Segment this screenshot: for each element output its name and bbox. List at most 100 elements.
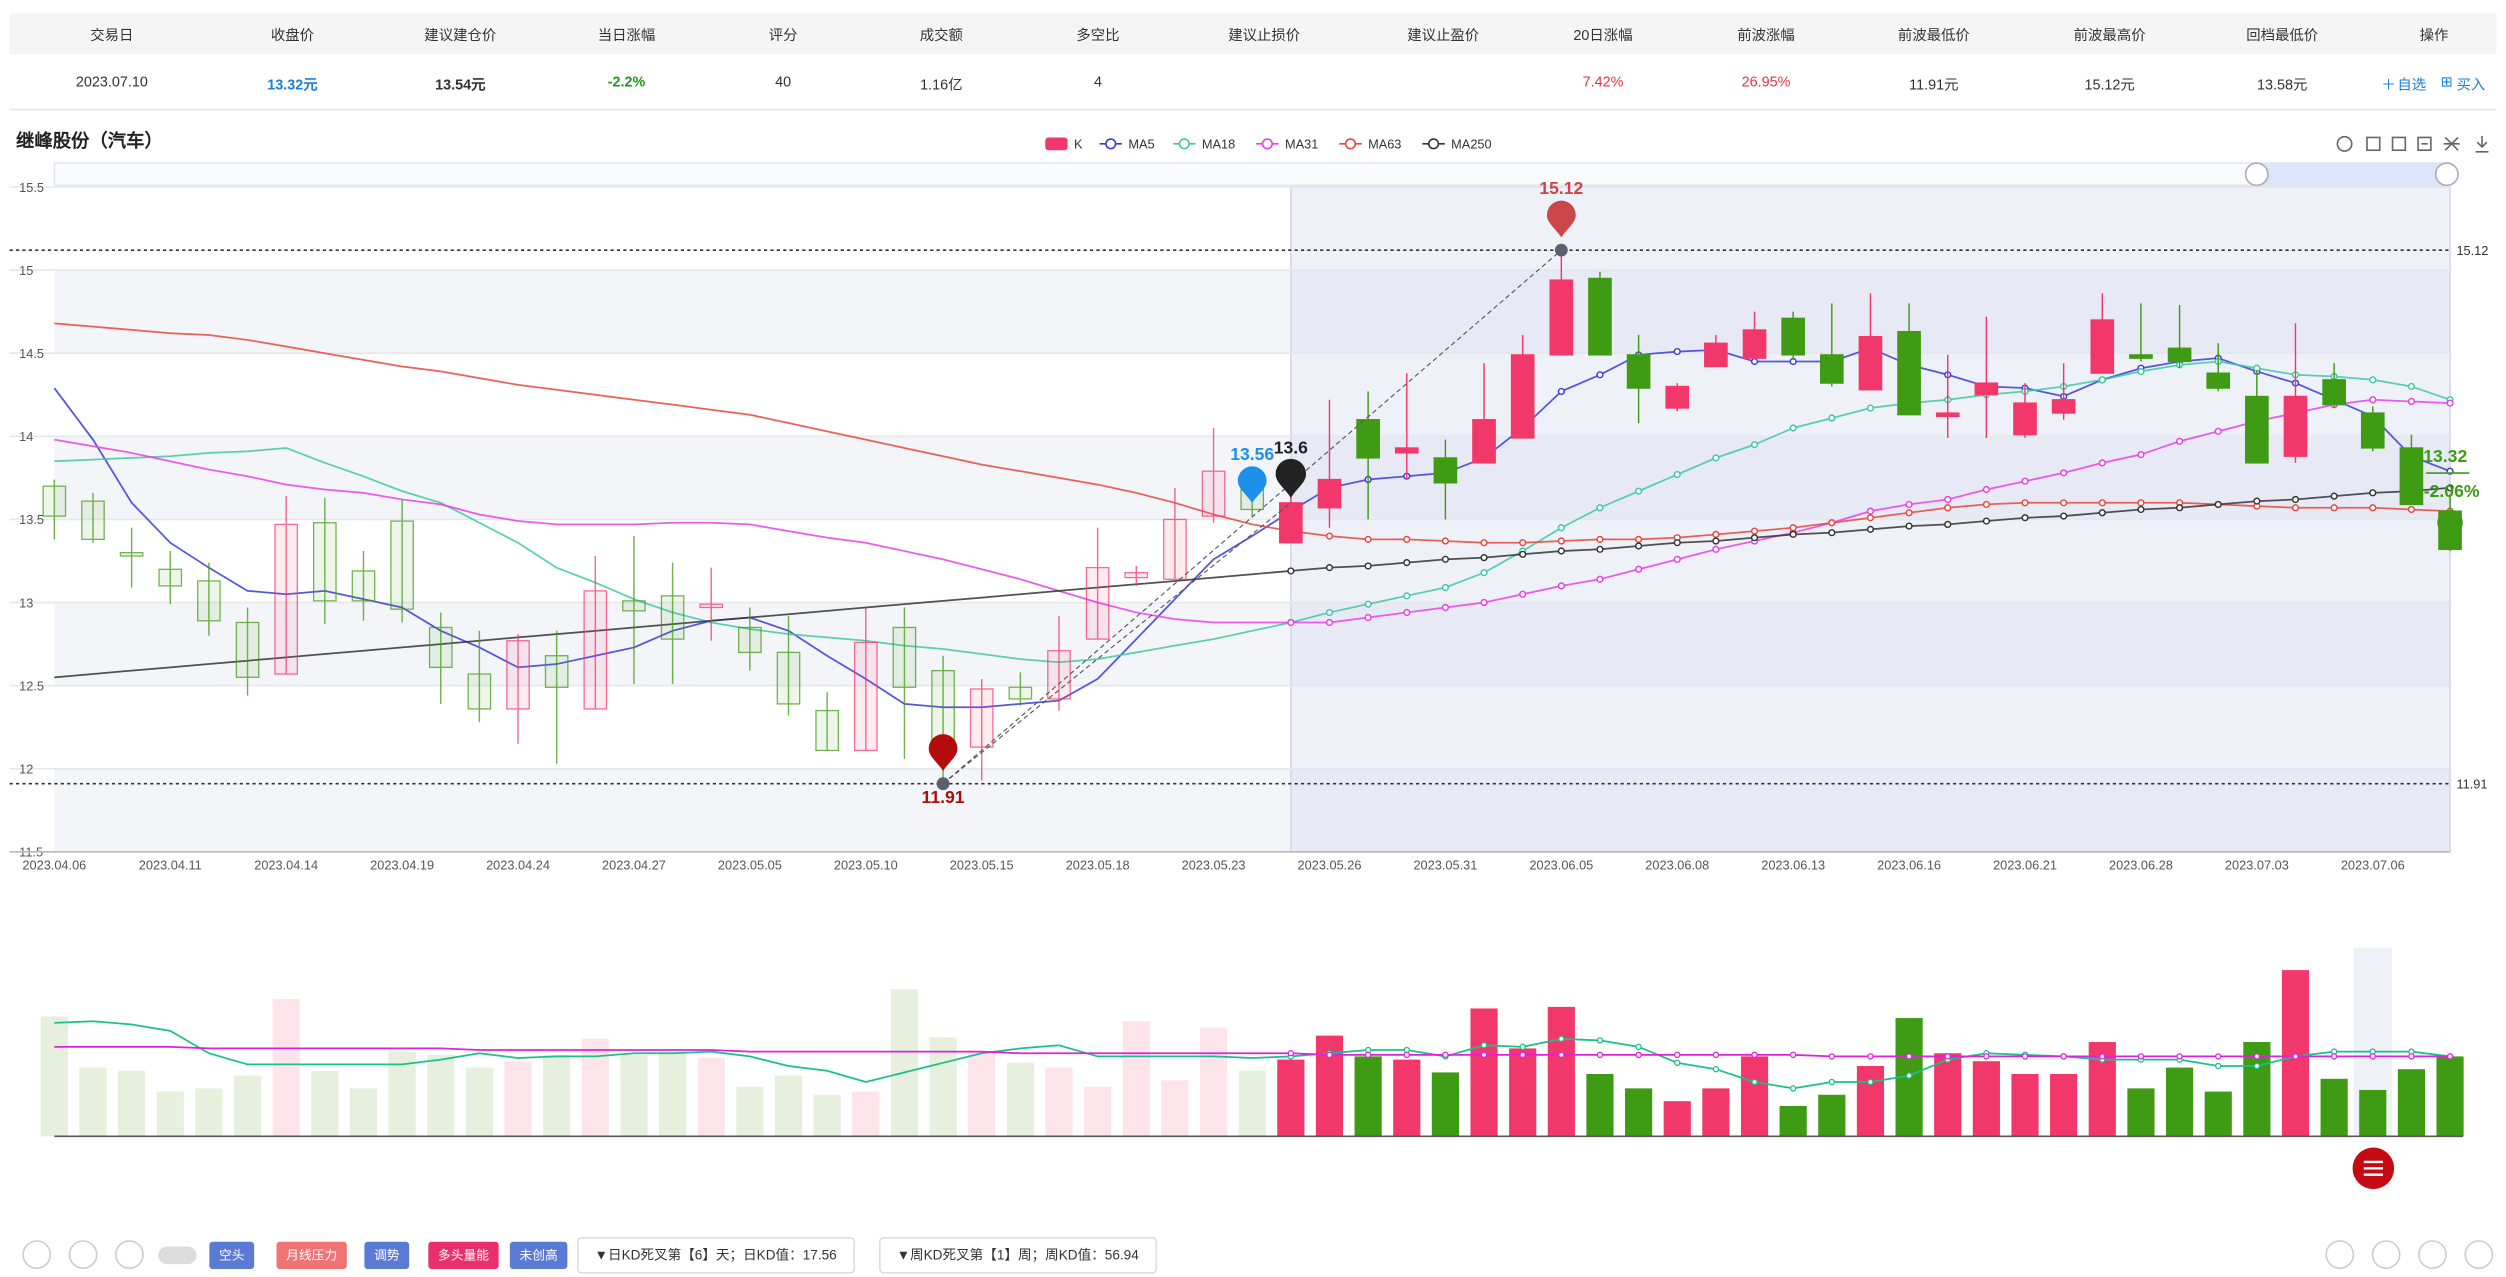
legend-label[interactable]: MA250 xyxy=(1451,137,1491,152)
candle-body xyxy=(1897,330,1921,416)
signal-tag[interactable]: 月线压力 xyxy=(276,1241,347,1269)
volume-bar xyxy=(388,1051,416,1137)
volume-bar xyxy=(929,1037,957,1137)
ma-point xyxy=(1789,530,1797,538)
zoom-icon[interactable] xyxy=(2366,136,2381,152)
ma-point xyxy=(1364,562,1372,570)
ma-point xyxy=(1403,559,1411,567)
volume-bar xyxy=(543,1054,571,1137)
volume-ma-point xyxy=(1751,1051,1758,1059)
next-button[interactable] xyxy=(115,1240,144,1269)
action-button[interactable]: 买入 ⊞ xyxy=(2440,73,2486,93)
x-tick-label: 2023.04.11 xyxy=(139,857,202,872)
table-cell: 13.58元 xyxy=(2257,76,2308,93)
table-header: 建议止盈价 xyxy=(1407,27,1480,44)
table-cell: 15.12元 xyxy=(2084,76,2135,93)
action-button[interactable]: 自选＋ xyxy=(2381,74,2426,95)
ma-point xyxy=(2330,504,2338,512)
ma-point xyxy=(1789,524,1797,532)
legend-label[interactable]: MA31 xyxy=(1285,137,1318,152)
ma-point xyxy=(1673,539,1681,547)
candle xyxy=(1163,487,1187,580)
legend-label[interactable]: MA63 xyxy=(1368,137,1401,152)
candle-body xyxy=(2206,372,2231,389)
volume-bar xyxy=(1972,1061,2000,1137)
volume-ma-point xyxy=(2292,1053,2299,1060)
volume-ma-line xyxy=(54,1045,2451,1058)
table-cell: 7.42% xyxy=(1582,73,1624,90)
volume-bar xyxy=(581,1038,609,1137)
download-button[interactable] xyxy=(2325,1240,2355,1269)
marker-label: 13.56 xyxy=(1230,444,1274,464)
up-button[interactable] xyxy=(2418,1240,2447,1269)
volume-ma-point xyxy=(1905,1072,1913,1079)
zoom-handle[interactable] xyxy=(2244,162,2269,187)
toolbox xyxy=(2336,135,2489,153)
candle xyxy=(2013,383,2037,438)
ma-point xyxy=(2369,376,2377,384)
signal-tag[interactable]: 未创高 xyxy=(509,1241,568,1269)
zoom-reset-icon[interactable] xyxy=(2391,136,2407,152)
volume-bar xyxy=(1354,1056,1382,1137)
candle-body xyxy=(1781,317,1805,356)
candle-body xyxy=(2283,395,2308,457)
ma-point xyxy=(2060,499,2068,507)
ma-point xyxy=(1944,504,1952,512)
kd-note[interactable]: ▼日KD死叉第【6】天；日KD值：17.56 xyxy=(576,1237,855,1274)
volume-ma-point xyxy=(1751,1078,1758,1086)
marker-pin xyxy=(1275,458,1307,498)
signal-tag[interactable]: 空头 xyxy=(209,1241,255,1269)
data-view-icon[interactable] xyxy=(2443,136,2460,151)
ma-point xyxy=(2098,376,2106,384)
save-icon[interactable] xyxy=(2475,135,2489,153)
candle xyxy=(2090,293,2115,374)
volume-bar xyxy=(1006,1062,1034,1137)
ma-point xyxy=(2175,504,2184,512)
volume-ma-point xyxy=(2215,1062,2222,1070)
ma-point xyxy=(1789,424,1797,432)
close-button[interactable] xyxy=(2464,1240,2494,1269)
ma-point xyxy=(1712,537,1720,545)
ma-point xyxy=(1866,514,1875,522)
legend-label[interactable]: K xyxy=(1074,137,1083,152)
candle-body xyxy=(1279,502,1303,544)
ma-line xyxy=(54,322,2451,544)
candle-body xyxy=(506,640,530,710)
first-button[interactable] xyxy=(22,1240,52,1269)
ma-line xyxy=(54,486,2451,679)
signal-tag[interactable]: 多头量能 xyxy=(428,1241,499,1269)
restore-icon[interactable] xyxy=(2417,136,2432,152)
legend-label[interactable]: MA18 xyxy=(1202,137,1235,152)
ma-point xyxy=(1364,613,1372,622)
ma-point xyxy=(2214,427,2222,435)
legend-label[interactable]: MA5 xyxy=(1128,137,1154,152)
menu-button[interactable] xyxy=(2352,1147,2395,1190)
marker-dot xyxy=(1554,243,1568,257)
table-cell: 1.16亿 xyxy=(920,76,963,93)
candle xyxy=(969,678,994,781)
zoom-handle[interactable] xyxy=(2434,162,2459,187)
volume-bar xyxy=(774,1075,803,1137)
ma-point xyxy=(1441,583,1449,592)
volume-ma-point xyxy=(1674,1051,1681,1059)
ma-point xyxy=(2407,397,2416,406)
y-tick-label: 14 xyxy=(19,429,33,444)
candle xyxy=(776,615,801,716)
last-marker xyxy=(2437,509,2463,536)
signal-tag[interactable]: 调势 xyxy=(364,1241,410,1269)
toggle[interactable] xyxy=(158,1246,197,1265)
prev-button[interactable] xyxy=(68,1240,98,1269)
table-header: 前波涨幅 xyxy=(1737,27,1795,44)
ma-point xyxy=(1325,564,1334,572)
candle xyxy=(699,567,724,641)
kd-note[interactable]: ▼周KD死叉第【1】周；周KD值：56.94 xyxy=(879,1237,1157,1274)
zoom-window[interactable] xyxy=(2253,163,2451,186)
refresh-icon[interactable] xyxy=(2336,135,2353,152)
ma-point xyxy=(2021,477,2029,485)
candle-body xyxy=(1163,518,1187,580)
candle xyxy=(1858,293,1883,391)
copy-button[interactable] xyxy=(2371,1240,2401,1269)
volume-bar xyxy=(504,1061,532,1137)
volume-bar xyxy=(272,998,300,1137)
